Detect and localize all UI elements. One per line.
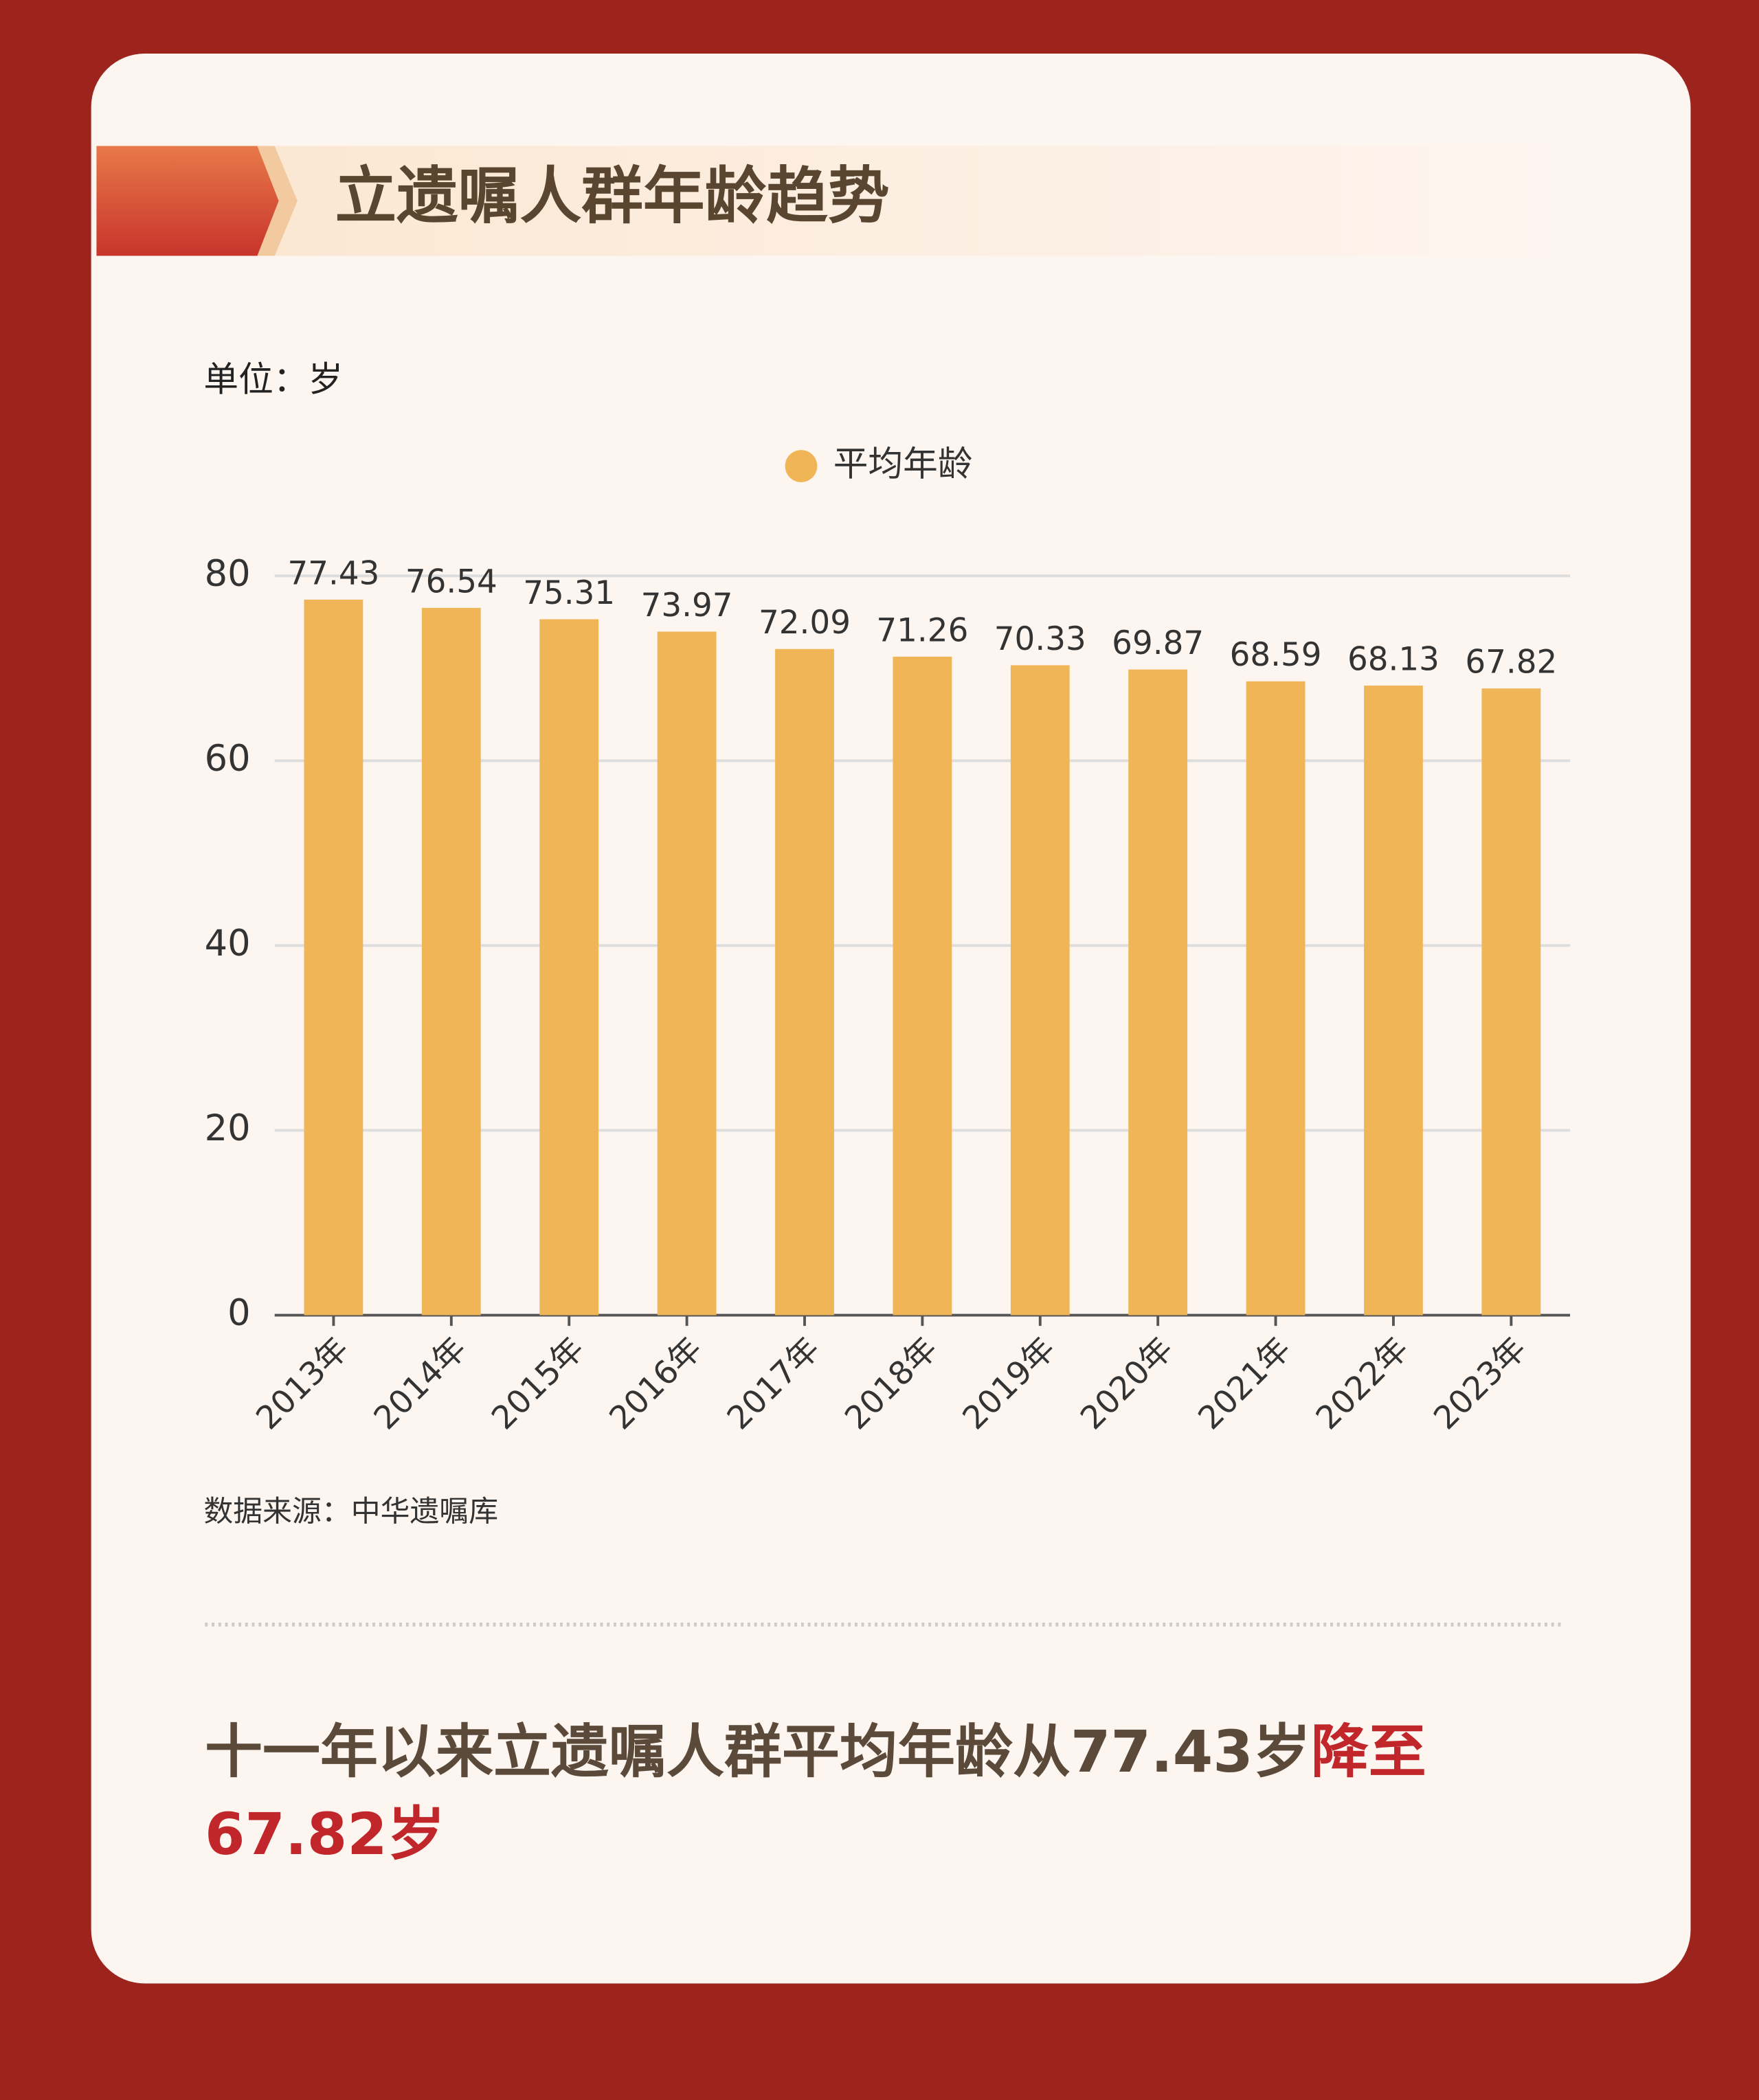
value-label: 73.97 <box>641 587 733 624</box>
bar <box>893 656 952 1316</box>
chart-title: 立遗嘱人群年龄趋势 <box>335 160 889 232</box>
conclusion-highlight: 降至67.82岁 <box>205 1718 1426 1868</box>
y-tick-label: 80 <box>205 553 251 595</box>
card <box>91 53 1691 1984</box>
y-tick-label: 20 <box>205 1107 251 1149</box>
bar <box>304 599 363 1316</box>
y-tick-label: 60 <box>205 738 251 780</box>
value-label: 77.43 <box>287 555 379 592</box>
y-tick-label: 40 <box>205 923 251 964</box>
bar <box>657 631 717 1316</box>
unit-label: 单位：岁 <box>203 359 343 400</box>
value-label: 70.33 <box>994 621 1086 658</box>
title-band <box>96 146 1584 256</box>
bar <box>1364 686 1423 1316</box>
bar <box>539 619 599 1316</box>
value-label: 69.87 <box>1112 625 1204 662</box>
legend-marker <box>785 450 818 482</box>
value-label: 75.31 <box>523 575 615 612</box>
y-tick-label: 0 <box>227 1292 250 1334</box>
bar <box>1010 665 1070 1316</box>
value-label: 76.54 <box>405 563 497 600</box>
bar <box>1128 669 1188 1316</box>
bar <box>775 648 834 1316</box>
value-label: 72.09 <box>759 605 851 642</box>
conclusion: 十一年以来立遗嘱人群平均年龄从77.43岁降至67.82岁 <box>205 1711 1579 1875</box>
bar <box>1481 688 1541 1316</box>
value-label: 71.26 <box>876 612 968 649</box>
source: 数据来源：中华遗嘱库 <box>203 1495 498 1529</box>
value-label: 67.82 <box>1465 644 1557 681</box>
bar <box>1246 681 1306 1316</box>
conclusion-text: 十一年以来立遗嘱人群平均年龄从77.43岁 <box>205 1718 1311 1785</box>
value-label: 68.59 <box>1230 637 1322 674</box>
value-label: 68.13 <box>1347 641 1439 678</box>
title-tab <box>96 146 279 256</box>
bar <box>421 607 481 1316</box>
legend-label: 平均年龄 <box>833 443 973 484</box>
